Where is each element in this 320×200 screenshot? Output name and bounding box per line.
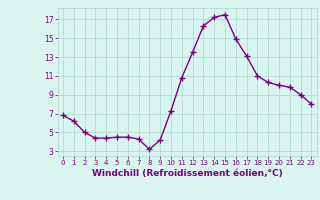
X-axis label: Windchill (Refroidissement éolien,°C): Windchill (Refroidissement éolien,°C): [92, 169, 283, 178]
